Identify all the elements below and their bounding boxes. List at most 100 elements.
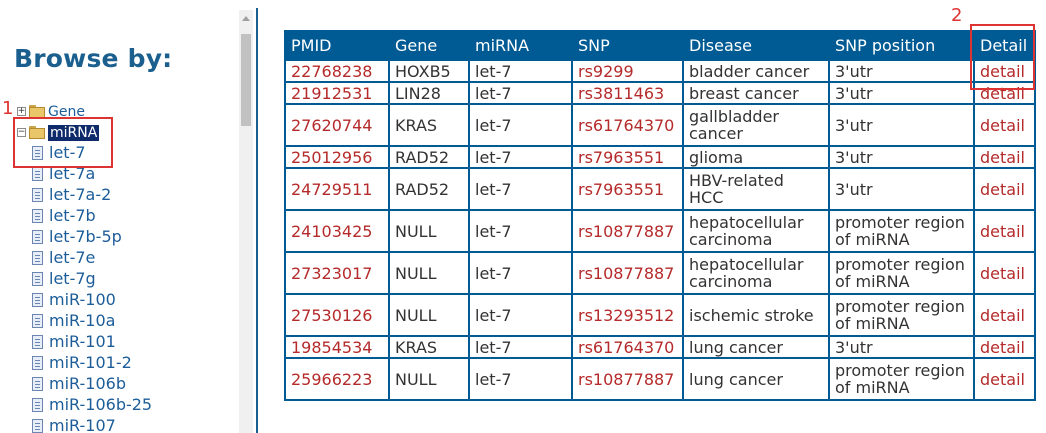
tree-item-let-7b[interactable]: let-7b bbox=[32, 205, 96, 226]
browse-tree: + Gene − miRNA let-7 let-7a let-7a-2 let… bbox=[0, 0, 240, 433]
tree-item-label[interactable]: miR-100 bbox=[49, 290, 116, 309]
pmid-link[interactable]: 22768238 bbox=[284, 59, 390, 83]
disease-cell: HBV-related HCC bbox=[682, 167, 830, 211]
pmid-link[interactable]: 24103425 bbox=[284, 209, 390, 253]
pmid-link[interactable]: 27530126 bbox=[284, 293, 390, 337]
snp-link[interactable]: rs61764370 bbox=[571, 335, 684, 359]
tree-item-let-7e[interactable]: let-7e bbox=[32, 247, 95, 268]
column-header-detail[interactable]: Detail bbox=[973, 30, 1036, 61]
disease-cell: hepatocellular carcinoma bbox=[682, 251, 830, 295]
detail-link[interactable]: detail bbox=[973, 167, 1036, 211]
annotation-box-2 bbox=[970, 24, 1035, 90]
detail-link[interactable]: detail bbox=[973, 209, 1036, 253]
column-header-pmid[interactable]: PMID bbox=[284, 30, 390, 61]
mirna-cell: let-7 bbox=[468, 293, 573, 337]
detail-link[interactable]: detail bbox=[973, 335, 1036, 359]
tree-item-label[interactable]: miR-101-2 bbox=[49, 353, 132, 372]
column-header-disease[interactable]: Disease bbox=[682, 30, 830, 61]
tree-item-let-7[interactable]: let-7 bbox=[32, 142, 86, 163]
tree-node-mirna-label[interactable]: miRNA bbox=[48, 124, 100, 141]
tree-node-gene-label[interactable]: Gene bbox=[48, 103, 85, 120]
snp-position-cell: 3'utr bbox=[828, 103, 975, 147]
table-row: 21912531 LIN28 let-7 rs3811463 breast ca… bbox=[284, 81, 1036, 105]
collapse-toggle-icon[interactable]: − bbox=[17, 127, 26, 137]
tree-item-label[interactable]: let-7b-5p bbox=[49, 227, 122, 246]
detail-link[interactable]: detail bbox=[973, 103, 1036, 147]
tree-item-mir-106b-25[interactable]: miR-106b-25 bbox=[32, 394, 152, 415]
tree-item-let-7a-2[interactable]: let-7a-2 bbox=[32, 184, 111, 205]
tree-node-mirna[interactable]: − miRNA bbox=[17, 122, 100, 143]
tree-item-label[interactable]: let-7g bbox=[49, 269, 96, 288]
pmid-link[interactable]: 25966223 bbox=[284, 357, 390, 401]
pmid-link[interactable]: 25012956 bbox=[284, 145, 390, 169]
tree-item-label[interactable]: miR-107 bbox=[49, 416, 116, 433]
pmid-link[interactable]: 19854534 bbox=[284, 335, 390, 359]
snp-link[interactable]: rs9299 bbox=[571, 59, 684, 83]
gene-cell: NULL bbox=[388, 251, 470, 295]
disease-cell: lung cancer bbox=[682, 335, 830, 359]
snp-position-cell: 3'utr bbox=[828, 145, 975, 169]
tree-item-label[interactable]: miR-101 bbox=[49, 332, 116, 351]
snp-link[interactable]: rs7963551 bbox=[571, 167, 684, 211]
sidebar-scrollbar[interactable] bbox=[239, 10, 253, 433]
page-icon bbox=[32, 418, 43, 433]
results-table: PMID Gene miRNA SNP Disease SNP position… bbox=[284, 30, 1036, 401]
detail-link[interactable]: detail bbox=[973, 357, 1036, 401]
tree-item-let-7g[interactable]: let-7g bbox=[32, 268, 96, 289]
expand-toggle-icon[interactable]: + bbox=[17, 106, 26, 116]
tree-item-label[interactable]: let-7e bbox=[49, 248, 96, 267]
detail-link[interactable]: detail bbox=[973, 59, 1036, 83]
column-header-gene[interactable]: Gene bbox=[388, 30, 470, 61]
tree-item-label[interactable]: miR-106b-25 bbox=[49, 395, 153, 414]
snp-link[interactable]: rs13293512 bbox=[571, 293, 684, 337]
page-icon bbox=[32, 292, 43, 307]
gene-cell: NULL bbox=[388, 209, 470, 253]
panel-divider bbox=[256, 8, 258, 433]
tree-item-label[interactable]: let-7 bbox=[49, 143, 86, 162]
tree-item-label[interactable]: let-7a-2 bbox=[49, 185, 112, 204]
tree-item-label[interactable]: miR-10a bbox=[49, 311, 116, 330]
tree-item-mir-106b[interactable]: miR-106b bbox=[32, 373, 126, 394]
detail-link[interactable]: detail bbox=[973, 251, 1036, 295]
disease-cell: ischemic stroke bbox=[682, 293, 830, 337]
annotation-box-1 bbox=[13, 117, 113, 168]
detail-link[interactable]: detail bbox=[973, 145, 1036, 169]
snp-link[interactable]: rs61764370 bbox=[571, 103, 684, 147]
tree-item-mir-10a[interactable]: miR-10a bbox=[32, 310, 115, 331]
snp-link[interactable]: rs10877887 bbox=[571, 357, 684, 401]
snp-link[interactable]: rs10877887 bbox=[571, 251, 684, 295]
snp-position-cell: promoter region of miRNA bbox=[828, 251, 975, 295]
pmid-link[interactable]: 27323017 bbox=[284, 251, 390, 295]
tree-item-mir-101[interactable]: miR-101 bbox=[32, 331, 116, 352]
snp-position-cell: 3'utr bbox=[828, 59, 975, 83]
tree-item-mir-107[interactable]: miR-107 bbox=[32, 415, 116, 433]
mirna-cell: let-7 bbox=[468, 251, 573, 295]
mirna-cell: let-7 bbox=[468, 145, 573, 169]
tree-item-label[interactable]: let-7a bbox=[49, 164, 96, 183]
column-header-snp[interactable]: SNP bbox=[571, 30, 684, 61]
scroll-up-arrow-icon[interactable] bbox=[242, 16, 250, 21]
mirna-cell: let-7 bbox=[468, 103, 573, 147]
tree-item-mir-100[interactable]: miR-100 bbox=[32, 289, 116, 310]
pmid-link[interactable]: 24729511 bbox=[284, 167, 390, 211]
tree-item-label[interactable]: miR-106b bbox=[49, 374, 126, 393]
tree-item-mir-101-2[interactable]: miR-101-2 bbox=[32, 352, 132, 373]
page-icon bbox=[32, 250, 43, 265]
snp-link[interactable]: rs10877887 bbox=[571, 209, 684, 253]
page-icon bbox=[32, 208, 43, 223]
tree-item-let-7b-5p[interactable]: let-7b-5p bbox=[32, 226, 122, 247]
tree-node-gene[interactable]: + Gene bbox=[17, 101, 85, 122]
scrollbar-thumb[interactable] bbox=[241, 34, 251, 126]
disease-cell: glioma bbox=[682, 145, 830, 169]
snp-link[interactable]: rs3811463 bbox=[571, 81, 684, 105]
column-header-mirna[interactable]: miRNA bbox=[468, 30, 573, 61]
column-header-snp-position[interactable]: SNP position bbox=[828, 30, 975, 61]
mirna-cell: let-7 bbox=[468, 335, 573, 359]
detail-link[interactable]: detail bbox=[973, 293, 1036, 337]
tree-item-label[interactable]: let-7b bbox=[49, 206, 96, 225]
snp-link[interactable]: rs7963551 bbox=[571, 145, 684, 169]
snp-position-cell: promoter region of miRNA bbox=[828, 209, 975, 253]
pmid-link[interactable]: 27620744 bbox=[284, 103, 390, 147]
mirna-cell: let-7 bbox=[468, 59, 573, 83]
pmid-link[interactable]: 21912531 bbox=[284, 81, 390, 105]
